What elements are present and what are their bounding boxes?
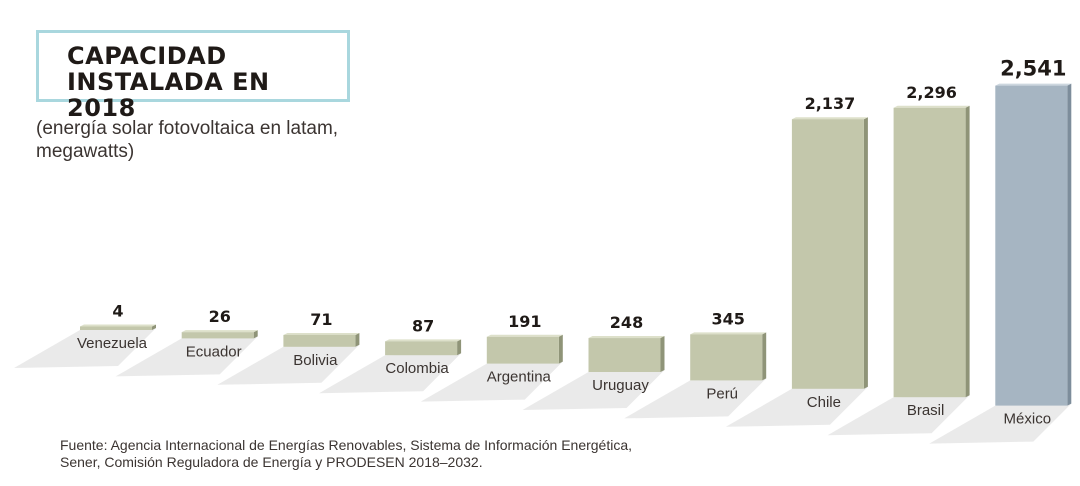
bar [588, 338, 661, 372]
bar [486, 336, 559, 364]
bar-side [558, 334, 563, 364]
value-label: 248 [610, 313, 643, 332]
category-label: Uruguay [592, 377, 649, 394]
bar-side [152, 324, 156, 330]
bar-shadow [624, 378, 767, 419]
bar-top [893, 105, 970, 108]
category-label: Bolivia [293, 352, 338, 369]
category-label: Colombia [385, 360, 449, 377]
value-label: 4 [112, 302, 123, 321]
value-label: 2,296 [906, 83, 957, 102]
bar [181, 332, 254, 339]
category-label: Chile [807, 394, 841, 411]
bar-top [690, 332, 767, 335]
bar-top [181, 330, 258, 333]
category-label: Perú [706, 385, 738, 402]
bar-shadow [725, 386, 868, 427]
bar-top [80, 324, 156, 327]
bar-shadow [929, 403, 1072, 444]
value-label: 191 [508, 312, 541, 331]
chart-subtitle-line-2: megawatts) [36, 141, 135, 162]
bar [80, 326, 152, 330]
bar-top [486, 334, 563, 337]
bar-side [253, 330, 258, 339]
bar-shadow [115, 336, 258, 377]
value-label: 26 [209, 307, 231, 326]
bar-side [355, 332, 360, 347]
bar-side [965, 105, 970, 398]
value-label: 87 [412, 316, 434, 335]
value-label: 345 [711, 309, 744, 328]
bar [385, 341, 458, 356]
bar-top [995, 83, 1072, 86]
bar-shadow [14, 328, 156, 368]
value-label: 2,137 [805, 94, 856, 113]
bar [893, 107, 966, 398]
bar-side [1067, 83, 1072, 406]
bar-shadow [319, 353, 462, 394]
category-label: México [1004, 411, 1052, 428]
chart-title-line-2: INSTALADA EN 2018 [67, 68, 270, 122]
title-box: CAPACIDAD INSTALADA EN 2018 [36, 30, 350, 121]
bar-top [791, 117, 868, 120]
category-label: Argentina [487, 369, 552, 386]
bar-top [283, 332, 360, 335]
bar-side [660, 336, 665, 372]
bar-top [385, 339, 462, 342]
chart-title-line-1: CAPACIDAD [67, 42, 227, 70]
bar [791, 119, 864, 389]
bar [283, 334, 356, 347]
chart-subtitle-line-1: (energía solar fotovoltaica en latam, [36, 118, 339, 139]
bar-side [457, 339, 462, 356]
bar [995, 85, 1068, 406]
category-label: Ecuador [186, 343, 242, 360]
value-label: 71 [310, 310, 332, 329]
category-label: Venezuela [77, 335, 148, 352]
bar-top [588, 336, 665, 339]
bar-side [863, 117, 868, 389]
category-label: Brasil [907, 402, 945, 419]
bar [690, 334, 763, 381]
bar-shadow [217, 344, 360, 385]
source-note-line-2: Sener, Comisión Reguladora de Energía y … [60, 454, 483, 470]
bar-shadow [522, 370, 665, 410]
bar-side [762, 332, 767, 381]
value-label: 2,541 [1000, 57, 1066, 81]
bar-shadow [420, 361, 563, 402]
bar-shadow [827, 395, 970, 436]
source-note-line-1: Fuente: Agencia Internacional de Energía… [60, 437, 633, 453]
